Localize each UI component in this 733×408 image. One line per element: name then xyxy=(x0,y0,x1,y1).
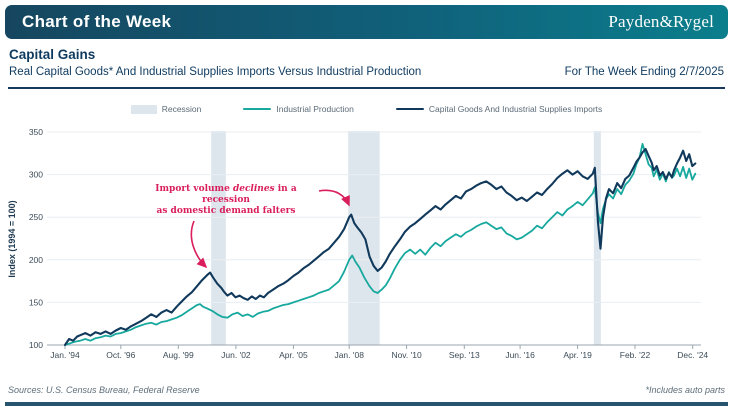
page-title: Chart of the Week xyxy=(22,12,172,31)
legend-item-imports: Capital Goods And Industrial Supplies Im… xyxy=(395,104,603,114)
x-tick-label: Jan. '94 xyxy=(50,350,80,360)
bottom-bar xyxy=(5,402,728,406)
annotation-arrow-right xyxy=(318,189,350,207)
x-tick-label: Jun. '16 xyxy=(505,350,535,360)
title-divider xyxy=(8,87,725,89)
x-tick-label: Sep. '13 xyxy=(449,350,480,360)
sources-note: Sources: U.S. Census Bureau, Federal Res… xyxy=(8,385,200,395)
legend-label-imports: Capital Goods And Industrial Supplies Im… xyxy=(428,104,603,114)
x-tick-label: Aug. '99 xyxy=(163,350,194,360)
x-tick-label: Nov. '10 xyxy=(391,350,422,360)
x-tick-label: Feb. '22 xyxy=(620,350,651,360)
subtitle-row: Real Capital Goods* And Industrial Suppl… xyxy=(9,66,724,78)
y-tick-350: 350 xyxy=(29,127,43,137)
x-tick-label: Jan. '08 xyxy=(334,350,364,360)
chart-heading: Capital Gains xyxy=(9,47,96,62)
y-tick-150: 150 xyxy=(29,297,43,307)
y-tick-300: 300 xyxy=(29,170,43,180)
annotation-arrow-left xyxy=(190,220,208,269)
header-banner: Chart of the Week Payden&Rygel xyxy=(5,5,728,39)
legend-item-recession: Recession xyxy=(130,104,202,114)
footer: Sources: U.S. Census Bureau, Federal Res… xyxy=(8,385,725,395)
recession-swatch xyxy=(130,104,157,114)
chart-subtitle: Real Capital Goods* And Industrial Suppl… xyxy=(9,66,422,78)
x-tick-label: Dec. '24 xyxy=(677,350,708,360)
y-tick-250: 250 xyxy=(29,212,43,222)
annotation-line-1: Import volume declines in a recession xyxy=(155,184,297,205)
legend-label-recession: Recession xyxy=(161,104,202,114)
industrial-production-swatch xyxy=(243,107,272,111)
x-tick-label: Jun. '02 xyxy=(221,350,251,360)
recession-annotation: Import volume declines in a recession as… xyxy=(130,184,322,217)
recession-band-2 xyxy=(593,131,601,345)
includes-auto-parts-note: *Includes auto parts xyxy=(645,385,725,395)
week-ending-label: For The Week Ending 2/7/2025 xyxy=(564,66,724,78)
payden-rygel-logo: Payden&Rygel xyxy=(608,12,714,31)
imports-swatch xyxy=(395,107,424,111)
recession-band-0 xyxy=(211,131,226,345)
legend-label-industrial-production: Industrial Production xyxy=(276,104,354,114)
y-tick-100: 100 xyxy=(29,340,43,350)
legend-item-industrial-production: Industrial Production xyxy=(243,104,354,114)
x-tick-label: Apr. '05 xyxy=(279,350,308,360)
chart-legend: Recession Industrial Production Capital … xyxy=(0,104,733,114)
annotation-line-2: as domestic demand falters xyxy=(156,206,296,216)
industrial-production-line xyxy=(64,142,697,346)
y-tick-200: 200 xyxy=(29,255,43,265)
capital-goods-and-industrial-supplies-imports-line xyxy=(63,147,697,347)
x-tick-label: Apr. '19 xyxy=(563,350,592,360)
x-tick-label: Oct. '96 xyxy=(106,350,135,360)
